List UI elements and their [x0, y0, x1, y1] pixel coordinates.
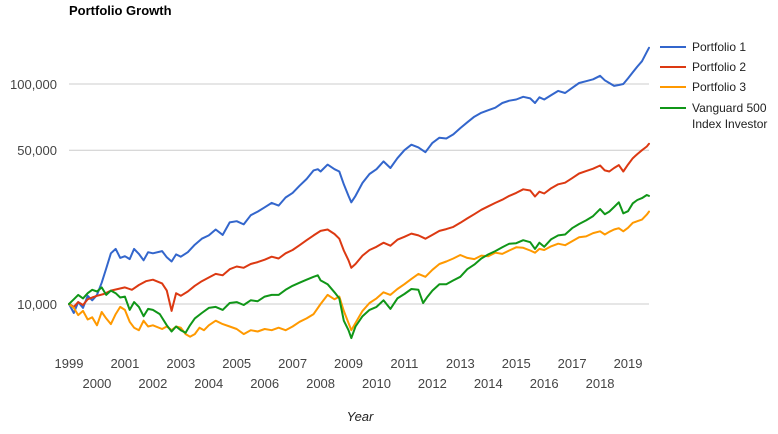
series-line-2 [68, 142, 650, 312]
legend-item-3[interactable]: Portfolio 3 [692, 80, 746, 94]
y-tick-label: 100,000 [10, 77, 57, 92]
legend-item-4[interactable]: Vanguard 500 Index Investor [692, 101, 767, 131]
series-line-4 [68, 194, 650, 340]
x-tick-label: 2019 [614, 356, 643, 371]
legend-item-2[interactable]: Portfolio 2 [692, 60, 746, 74]
x-tick-label: 2006 [250, 376, 279, 391]
chart-title: Portfolio Growth [69, 3, 172, 18]
x-tick-label: 2016 [530, 376, 559, 391]
x-tick-label: 2003 [166, 356, 195, 371]
legend-item-1[interactable]: Portfolio 1 [692, 40, 746, 54]
x-tick-label: 2005 [222, 356, 251, 371]
series-lines [68, 46, 650, 340]
x-tick-label: 2014 [474, 376, 503, 391]
x-tick-label: 2008 [306, 376, 335, 391]
x-tick-label: 2004 [194, 376, 223, 391]
x-tick-label: 2012 [418, 376, 447, 391]
x-tick-label: 2009 [334, 356, 363, 371]
x-tick-label: 1999 [55, 356, 84, 371]
x-tick-label: 2010 [362, 376, 391, 391]
series-line-3 [68, 210, 650, 338]
x-tick-label: 2000 [82, 376, 111, 391]
x-tick-label: 2011 [390, 356, 418, 371]
y-tick-label: 10,000 [17, 297, 57, 312]
x-tick-label: 2018 [586, 376, 615, 391]
gridlines [69, 83, 649, 305]
series-line-1 [68, 46, 650, 314]
legend[interactable]: Portfolio 1 Portfolio 2 Portfolio 3 Vanguar… [660, 40, 767, 131]
x-tick-label: 2015 [502, 356, 531, 371]
y-tick-label: 50,000 [17, 143, 57, 158]
x-axis-label: Year [347, 409, 374, 424]
y-axis-ticks: 10,000 50,000 100,000 [10, 77, 57, 312]
x-tick-label: 2002 [138, 376, 167, 391]
x-axis-ticks: 1999 2001 2003 2005 2007 2009 2011 2013 2015 2017… [55, 356, 643, 391]
x-tick-label: 2001 [110, 356, 139, 371]
x-tick-label: 2017 [558, 356, 587, 371]
x-tick-label: 2013 [446, 356, 475, 371]
x-tick-label: 2007 [278, 356, 307, 371]
